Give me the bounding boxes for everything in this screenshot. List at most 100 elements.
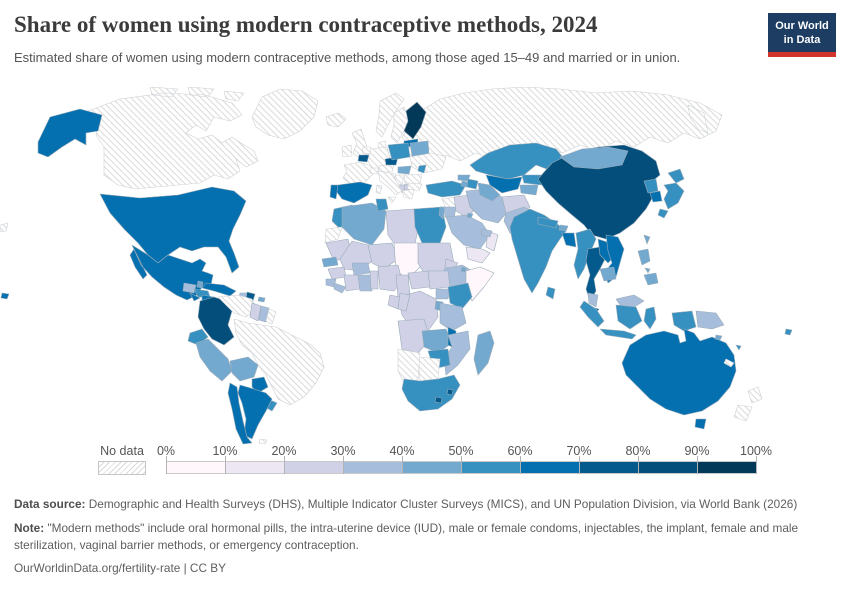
country-south-sudan[interactable]: South Sudan: 20-30% bbox=[427, 270, 451, 290]
country-tunisia[interactable]: Tunisia: 50-60% bbox=[375, 198, 389, 212]
country-turkey[interactable]: Turkey: 50-60% bbox=[425, 180, 467, 198]
country-israel[interactable]: Israel: 40-50% bbox=[438, 206, 446, 220]
country-bulgaria[interactable]: Bulgaria: No data bbox=[407, 182, 423, 192]
country-liberia[interactable]: Liberia: 30-40% bbox=[333, 282, 347, 294]
country-belgium[interactable]: Belgium: 70-80% bbox=[357, 154, 370, 163]
country-ukraine[interactable]: Ukraine: No data bbox=[409, 152, 447, 174]
country-kuwait[interactable]: Kuwait: 40-50% bbox=[466, 212, 474, 219]
country-kenya[interactable]: Kenya: 50-60% bbox=[447, 282, 473, 310]
country-guinea[interactable]: Guinea: 20-30% bbox=[327, 266, 347, 280]
country-greece[interactable]: Greece: No data bbox=[401, 188, 415, 200]
country-ghana[interactable]: Ghana: 30-40% bbox=[357, 274, 373, 292]
legend-color-40-50[interactable] bbox=[402, 462, 461, 473]
country-tajikistan[interactable]: Tajikistan: 40-50% bbox=[519, 184, 539, 196]
country-turkmenistan[interactable]: Turkmenistan: 40-50% bbox=[477, 182, 501, 202]
country-zambia[interactable]: Zambia: 40-50% bbox=[421, 328, 453, 354]
country-malaysia[interactable]: Malaysia: 30-40% bbox=[587, 292, 645, 308]
country-brazil[interactable]: Brazil: No data bbox=[233, 318, 325, 406]
country-solomon-islands[interactable]: Solomon Islands: 40-50% bbox=[714, 334, 723, 341]
country-new-zealand[interactable]: New Zealand: No data bbox=[733, 386, 763, 422]
legend-color-20-30[interactable] bbox=[284, 462, 343, 473]
country-algeria[interactable]: Algeria: 40-50% bbox=[341, 202, 387, 246]
country-niger[interactable]: Niger: 20-30% bbox=[367, 242, 399, 270]
country-mozambique[interactable]: Mozambique: 30-40% bbox=[443, 330, 471, 376]
country-bhutan[interactable]: Bhutan: 40-50% bbox=[558, 224, 569, 232]
country-yemen[interactable]: Yemen: 10-20% bbox=[465, 246, 491, 264]
country-french-guiana[interactable]: French Guiana: No data bbox=[265, 308, 277, 325]
country-azerbaijan[interactable]: Azerbaijan: 50-60% bbox=[466, 178, 479, 190]
no-data-swatch[interactable] bbox=[98, 461, 146, 475]
country-taiwan[interactable]: Taiwan: 40-50% bbox=[643, 234, 651, 245]
credit-line[interactable]: OurWorldinData.org/fertility-rate | CC B… bbox=[14, 561, 226, 576]
country-guyana[interactable]: Guyana: 20-30% bbox=[249, 302, 262, 322]
country-peru[interactable]: Peru: 40-50% bbox=[195, 338, 233, 382]
legend-color-80-90[interactable] bbox=[638, 462, 697, 473]
country-japan[interactable]: Japan: 50-60% bbox=[657, 168, 685, 219]
country-senegal[interactable]: Senegal: 40-50% bbox=[321, 256, 339, 268]
country-bolivia[interactable]: Bolivia: 40-50% bbox=[229, 356, 259, 382]
legend-color-90-100[interactable] bbox=[697, 462, 756, 473]
country-ivory-coast[interactable]: Ivory Coast: 20-30% bbox=[343, 274, 361, 292]
country-canada[interactable]: Canada: No data bbox=[87, 86, 259, 190]
world-map[interactable]: Canada: No dataGreenland: No dataRussia:… bbox=[0, 86, 850, 445]
country-indonesia[interactable]: Indonesia: 50-60% bbox=[579, 300, 697, 340]
country-burkina-faso[interactable]: Burkina Faso: 30-40% bbox=[351, 262, 371, 276]
country-russia[interactable]: Russia: No data bbox=[0, 86, 723, 233]
country-greenland[interactable]: Greenland: No data bbox=[251, 88, 319, 140]
country-puerto-rico[interactable]: Puerto Rico: 40-50% bbox=[257, 296, 266, 303]
country-paraguay[interactable]: Paraguay: 60-70% bbox=[251, 376, 269, 394]
country-united-arab-emirates[interactable]: United Arab Emirates: 30-40% bbox=[480, 228, 493, 238]
legend-color-60-70[interactable] bbox=[520, 462, 579, 473]
country-netherlands[interactable]: Netherlands: No data bbox=[361, 146, 372, 155]
country-cambodia[interactable]: Cambodia: 40-50% bbox=[599, 266, 617, 282]
country-djibouti[interactable]: Djibouti: 40-50% bbox=[460, 266, 467, 273]
country-guatemala[interactable]: Guatemala: 30-40% bbox=[182, 282, 197, 294]
country-eswatini[interactable]: Eswatini: 70-80% bbox=[446, 388, 454, 396]
country-congo[interactable]: Congo: 20-30% bbox=[397, 292, 411, 312]
legend-color-0-10[interactable] bbox=[166, 462, 225, 473]
country-western-sahara[interactable]: Western Sahara: No data bbox=[324, 226, 343, 244]
country-botswana[interactable]: Botswana: No data bbox=[417, 356, 441, 382]
country-fiji[interactable]: Fiji: 50-60% bbox=[784, 328, 793, 336]
legend-color-50-60[interactable] bbox=[461, 462, 520, 473]
country-philippines[interactable]: Philippines: 40-50% bbox=[637, 248, 659, 286]
country-bangladesh[interactable]: Bangladesh: 60-70% bbox=[561, 232, 577, 248]
country-uganda[interactable]: Uganda: 30-40% bbox=[435, 288, 451, 300]
country-united-states[interactable]: United States: 60-70% bbox=[0, 108, 247, 300]
country-norway[interactable]: Norway: No data bbox=[375, 92, 405, 138]
country-sri-lanka[interactable]: Sri Lanka: 50-60% bbox=[545, 286, 556, 300]
country-falkland-islands[interactable]: Falkland Islands: No data bbox=[258, 438, 268, 445]
country-chile[interactable]: Chile: 60-70% bbox=[227, 382, 253, 445]
country-sweden[interactable]: Sweden: No data bbox=[390, 106, 410, 144]
country-south-korea[interactable]: South Korea: 60-70% bbox=[649, 190, 663, 203]
legend-color-30-40[interactable] bbox=[343, 462, 402, 473]
country-portugal[interactable]: Portugal: 60-70% bbox=[329, 184, 339, 200]
country-lesotho[interactable]: Lesotho: 70-80% bbox=[434, 396, 443, 404]
country-finland[interactable]: Finland: 90-100% bbox=[403, 101, 427, 140]
country-argentina[interactable]: Argentina: 60-70% bbox=[237, 384, 273, 440]
owid-logo[interactable]: Our World in Data bbox=[768, 13, 836, 57]
country-central-african-republic[interactable]: Central African Republic: 20-30% bbox=[407, 270, 431, 290]
country-tanzania[interactable]: Tanzania: 30-40% bbox=[439, 302, 467, 332]
country-ireland[interactable]: Ireland: No data bbox=[341, 144, 353, 158]
country-switzerland[interactable]: Switzerland: No data bbox=[369, 167, 380, 175]
country-australia[interactable]: Australia: 60-70% bbox=[621, 328, 737, 430]
country-india[interactable]: India: 50-60% bbox=[509, 208, 567, 294]
country-romania[interactable]: Romania: No data bbox=[403, 173, 423, 185]
country-united-kingdom[interactable]: United Kingdom: No data bbox=[351, 128, 370, 160]
country-poland[interactable]: Poland: 50-60% bbox=[387, 142, 411, 161]
country-south-africa[interactable]: South Africa: 50-60% bbox=[401, 374, 461, 412]
country-moldova[interactable]: Moldova: 50-60% bbox=[417, 164, 427, 174]
country-italy[interactable]: Italy: No data bbox=[375, 170, 403, 204]
country-togo-and-benin[interactable]: Togo and Benin: 20-30% bbox=[369, 270, 379, 290]
country-france[interactable]: France: No data bbox=[342, 161, 374, 187]
country-hungary[interactable]: Hungary: 40-50% bbox=[397, 165, 412, 175]
country-new-caledonia[interactable]: New Caledonia: No data bbox=[723, 358, 735, 368]
country-nepal[interactable]: Nepal: 50-60% bbox=[537, 216, 559, 229]
legend-color-10-20[interactable] bbox=[225, 462, 284, 473]
country-papua-new-guinea[interactable]: Papua New Guinea: 30-40% bbox=[695, 310, 725, 330]
country-north-korea[interactable]: North Korea: 50-60% bbox=[643, 178, 659, 194]
country-myanmar[interactable]: Myanmar: 50-60% bbox=[573, 228, 597, 280]
country-mongolia[interactable]: Mongolia: 40-50% bbox=[559, 146, 629, 170]
country-belarus[interactable]: Belarus: 40-50% bbox=[409, 140, 430, 157]
